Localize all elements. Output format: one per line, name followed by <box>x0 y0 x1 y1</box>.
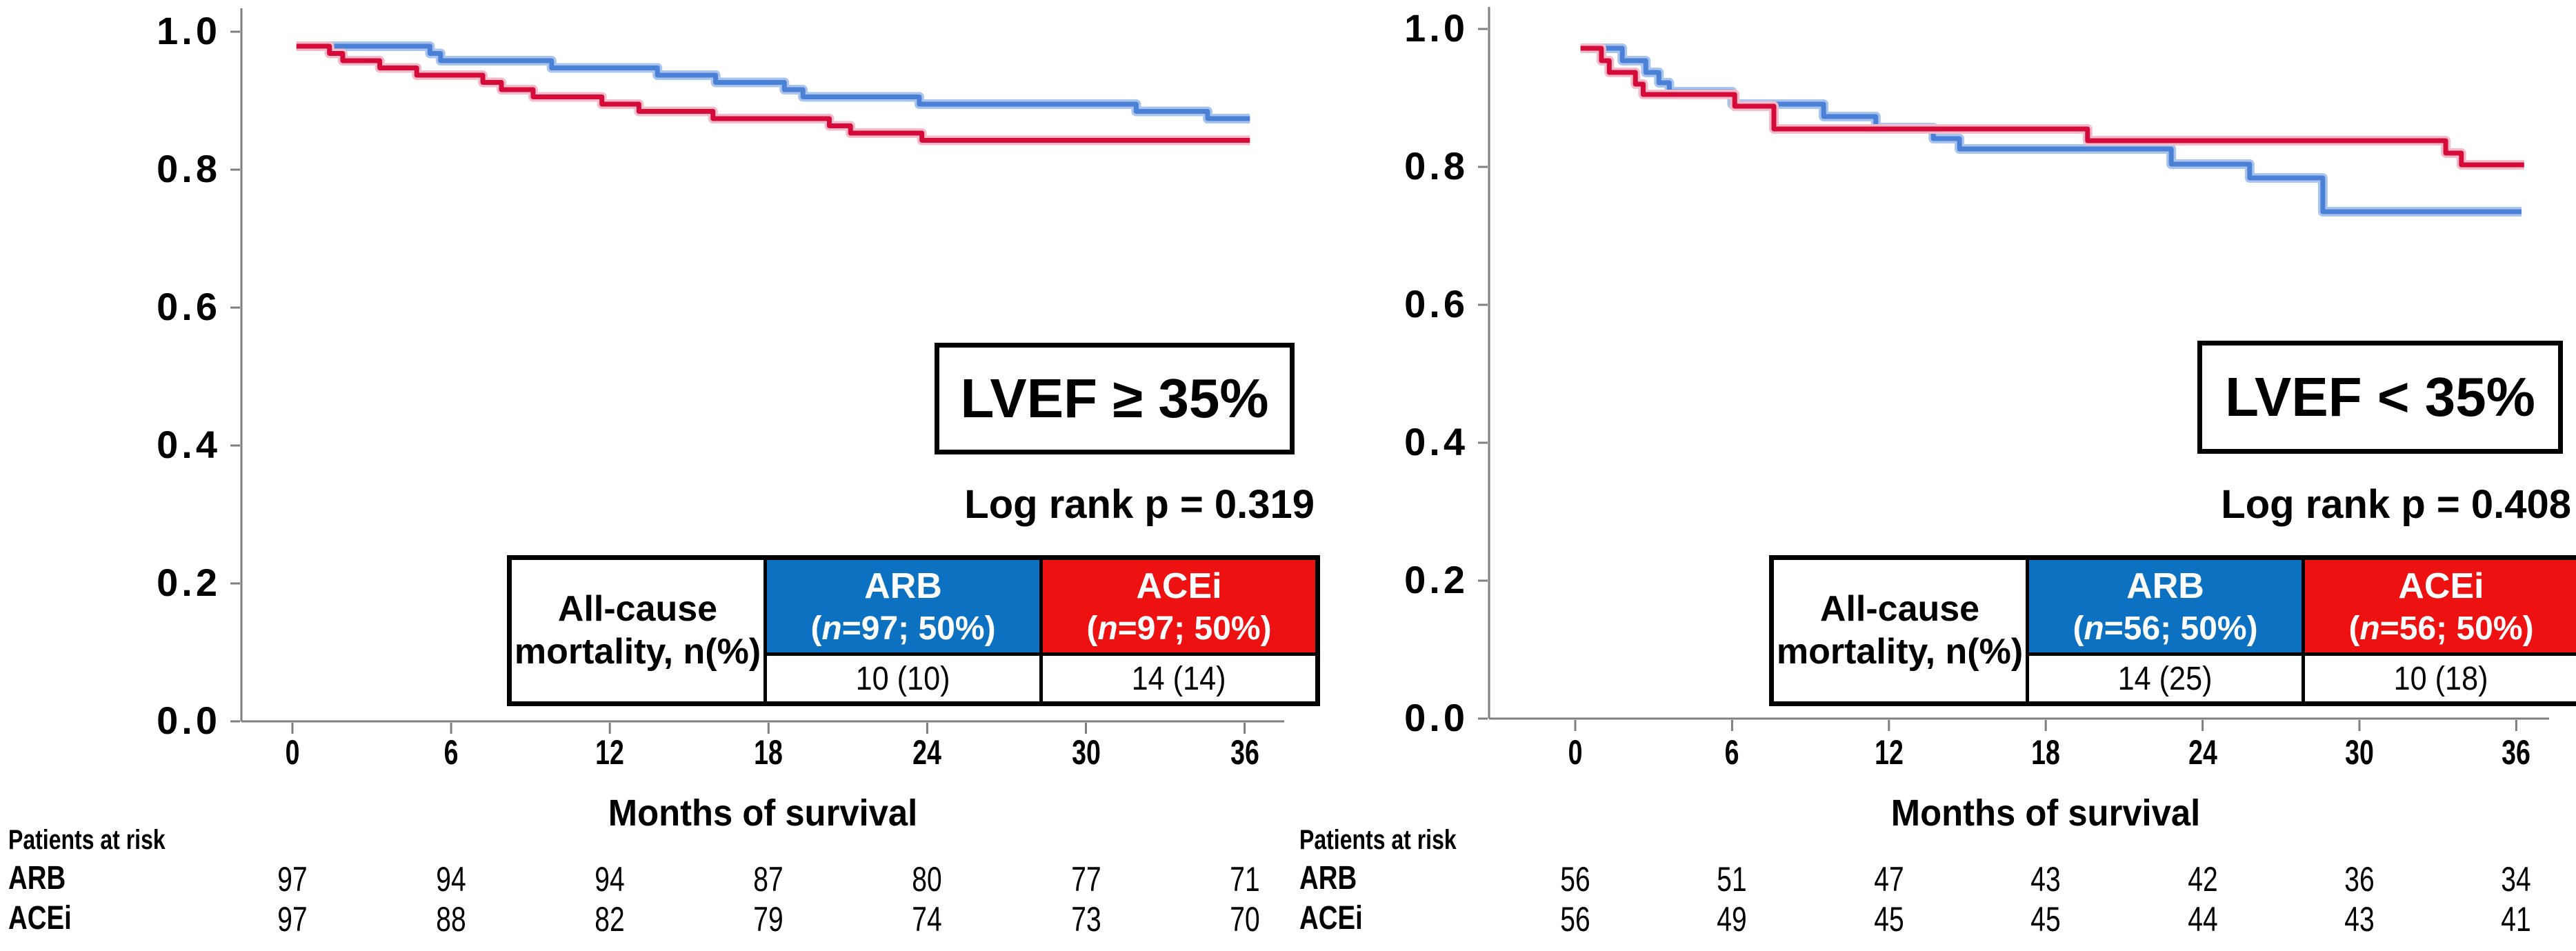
subgroup-title-right: LVEF < 35% <box>2225 366 2535 428</box>
y-tick-label: 0.0 <box>157 699 221 742</box>
y-tick-label: 0.8 <box>1404 144 1468 188</box>
x-tick-label: 6 <box>443 733 459 772</box>
table-header-acei: ACEi (n=97; 50%) <box>1039 556 1319 656</box>
at-risk-value: 94 <box>436 860 466 899</box>
x-tick-label: 12 <box>1874 733 1904 772</box>
log-rank-label-right: Log rank p = 0.408 <box>2221 482 2571 527</box>
at-risk-value: 45 <box>1874 900 1904 939</box>
at-risk-row-label-arb-right: ARB <box>1299 860 1357 897</box>
x-axis-title-right: Months of survival <box>1890 792 2201 834</box>
table-value-acei: 14 (14) <box>1039 652 1319 705</box>
table-row-label: All-cause mortality, n(%) <box>1770 556 2029 705</box>
subgroup-title-left: LVEF ≥ 35% <box>960 368 1269 429</box>
at-risk-header-right: Patients at risk <box>1299 825 1457 855</box>
at-risk-value: 49 <box>1717 900 1748 939</box>
y-tick-label: 0.4 <box>157 423 221 466</box>
y-tick-label: 1.0 <box>157 9 221 52</box>
at-risk-value: 80 <box>912 860 943 899</box>
at-risk-value: 82 <box>595 900 625 939</box>
y-tick-label: 0.6 <box>1404 282 1468 326</box>
subgroup-title-box-right: LVEF < 35% <box>2197 341 2563 454</box>
table-value-acei: 10 (18) <box>2302 652 2576 705</box>
at-risk-value: 43 <box>2030 860 2061 899</box>
at-risk-value: 43 <box>2344 900 2375 939</box>
at-risk-value: 36 <box>2344 860 2375 899</box>
at-risk-row-label-arb-left: ARB <box>8 860 66 897</box>
x-tick-label: 36 <box>2502 733 2531 772</box>
at-risk-value: 88 <box>436 900 466 939</box>
at-risk-row-label-acei-left: ACEi <box>8 900 72 937</box>
x-tick-label: 36 <box>1230 733 1259 772</box>
mortality-table-right: All-cause mortality, n(%) ARB (n=56; 50%… <box>1769 555 2576 706</box>
y-tick-label: 0.2 <box>157 561 221 604</box>
at-risk-value: 56 <box>1560 860 1590 899</box>
x-tick-label: 18 <box>754 733 783 772</box>
y-tick-label: 0.4 <box>1404 420 1468 463</box>
at-risk-row-label-acei-right: ACEi <box>1299 900 1363 937</box>
at-risk-value: 44 <box>2187 900 2218 939</box>
x-tick-label: 18 <box>2031 733 2061 772</box>
x-axis-title-left: Months of survival <box>608 792 918 834</box>
at-risk-value: 56 <box>1560 900 1590 939</box>
x-tick-label: 0 <box>1568 733 1583 772</box>
at-risk-value: 47 <box>1874 860 1904 899</box>
table-row-label: All-cause mortality, n(%) <box>508 556 767 705</box>
at-risk-value: 79 <box>753 900 783 939</box>
x-tick-label: 0 <box>285 733 300 772</box>
x-tick-label: 30 <box>2345 733 2374 772</box>
x-tick-label: 30 <box>1071 733 1101 772</box>
at-risk-value: 74 <box>912 900 943 939</box>
table-header-arb: ARB (n=56; 50%) <box>2026 556 2305 656</box>
at-risk-value: 77 <box>1070 860 1101 899</box>
x-tick-label: 24 <box>2188 733 2217 772</box>
at-risk-header-left: Patients at risk <box>8 825 166 855</box>
x-tick-label: 6 <box>1724 733 1739 772</box>
y-tick-label: 0.0 <box>1404 696 1468 739</box>
table-header-arb: ARB (n=97; 50%) <box>763 556 1043 656</box>
at-risk-value: 42 <box>2187 860 2218 899</box>
y-tick-label: 1.0 <box>1404 6 1468 50</box>
at-risk-value: 73 <box>1070 900 1101 939</box>
at-risk-value: 87 <box>753 860 783 899</box>
at-risk-value: 70 <box>1229 900 1260 939</box>
at-risk-value: 45 <box>2030 900 2061 939</box>
y-tick-label: 0.8 <box>157 147 221 190</box>
at-risk-value: 51 <box>1717 860 1748 899</box>
table-value-arb: 10 (10) <box>763 652 1043 705</box>
log-rank-label-left: Log rank p = 0.319 <box>964 482 1315 527</box>
x-tick-label: 12 <box>595 733 625 772</box>
mortality-table-left: All-cause mortality, n(%) ARB (n=97; 50%… <box>507 555 1320 706</box>
table-value-arb: 14 (25) <box>2026 652 2305 705</box>
at-risk-value: 71 <box>1229 860 1260 899</box>
at-risk-value: 41 <box>2501 900 2532 939</box>
y-tick-label: 0.2 <box>1404 558 1468 601</box>
at-risk-value: 97 <box>277 900 308 939</box>
y-tick-label: 0.6 <box>157 285 221 328</box>
x-tick-label: 24 <box>912 733 942 772</box>
at-risk-value: 94 <box>595 860 625 899</box>
subgroup-title-box-left: LVEF ≥ 35% <box>935 343 1295 454</box>
at-risk-value: 34 <box>2501 860 2532 899</box>
at-risk-value: 97 <box>277 860 308 899</box>
table-header-acei: ACEi (n=56; 50%) <box>2302 556 2576 656</box>
